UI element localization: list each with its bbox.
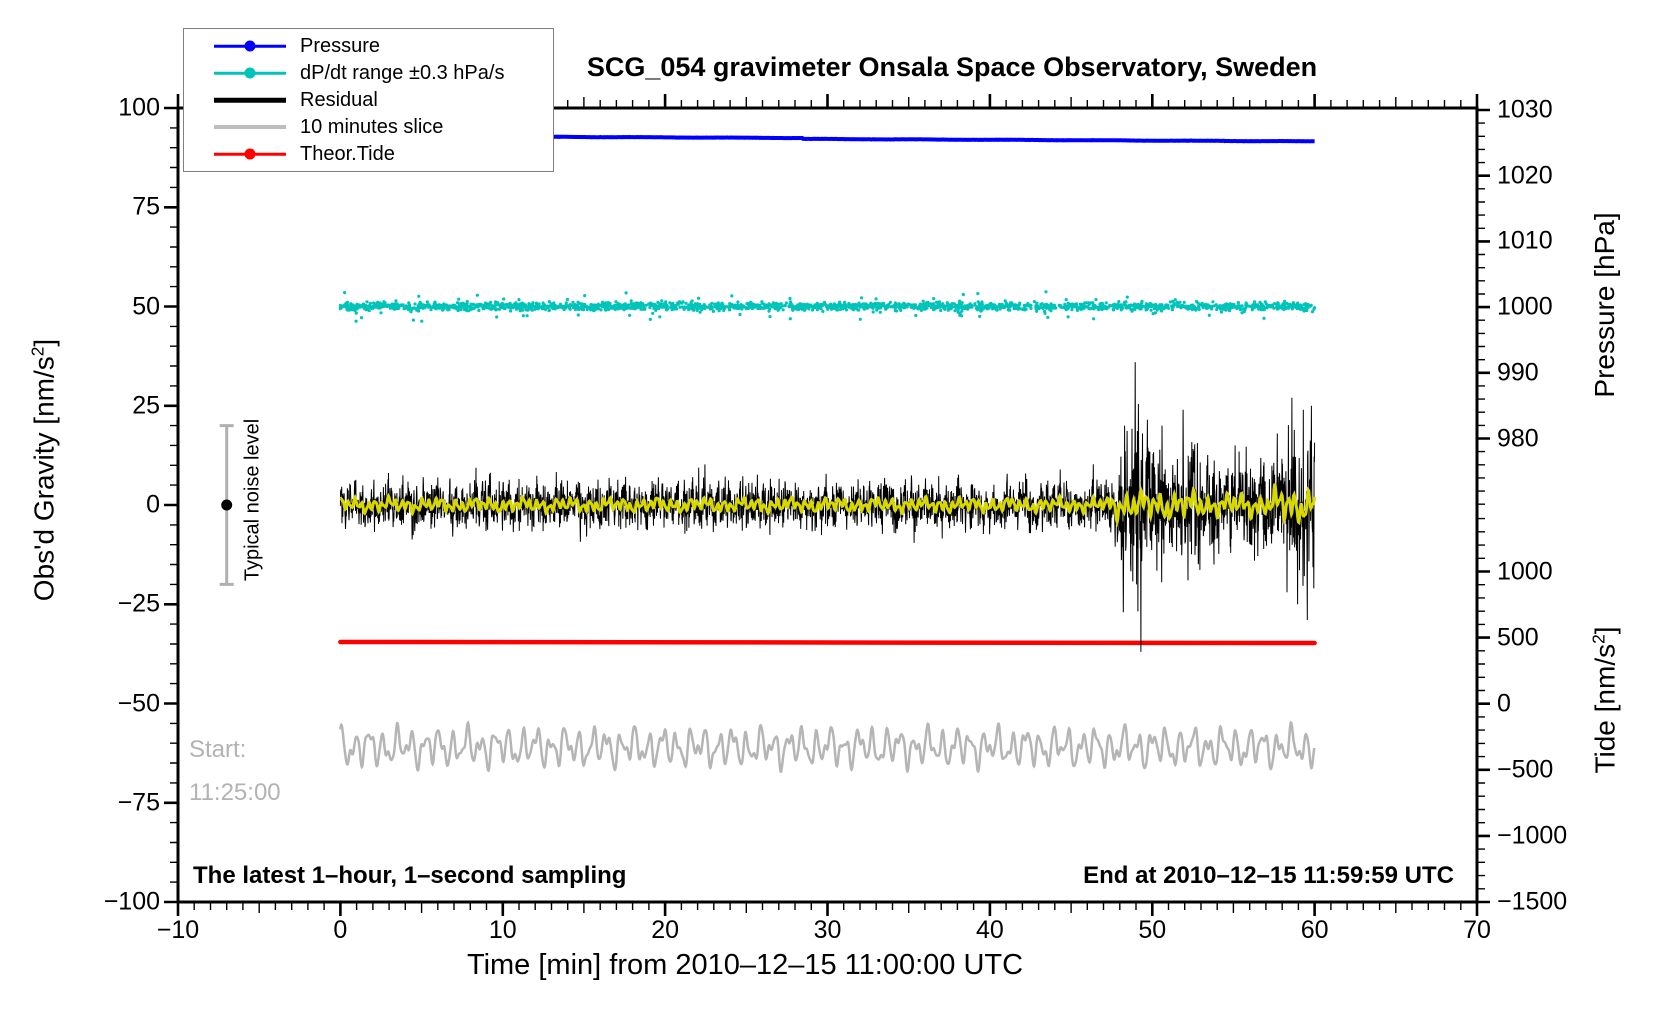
x-tick-label: 60 — [1300, 916, 1329, 944]
legend-label: 10 minutes slice — [300, 115, 444, 138]
tide-tick-label: −1500 — [1497, 887, 1568, 916]
tide-axis-label: Tide [nm/s2] — [1588, 626, 1621, 774]
gravity-tick-label: −75 — [117, 788, 160, 817]
pressure-tick-label: 980 — [1497, 424, 1539, 452]
slice-line-symbol — [214, 114, 286, 140]
x-tick-label: 40 — [975, 916, 1004, 944]
legend-label: dP/dt range ±0.3 hPa/s — [300, 61, 505, 84]
x-tick-label: 30 — [813, 916, 842, 944]
gravity-tick-label: 100 — [118, 93, 160, 122]
tide-tick-label: −500 — [1497, 755, 1554, 784]
legend-item-theor-tide: Theor.Tide — [184, 141, 553, 167]
sampling-note: The latest 1–hour, 1–second sampling — [193, 862, 627, 889]
residual-smoothed-trace — [339, 483, 1317, 528]
x-tick-label: 50 — [1138, 916, 1167, 944]
dpdt-scatter — [338, 290, 1317, 323]
x-tick-label: 70 — [1463, 916, 1491, 944]
end-time-note: End at 2010–12–15 11:59:59 UTC — [1083, 862, 1454, 889]
gravity-tick-label: 75 — [132, 192, 160, 221]
tide-tick-label: 0 — [1497, 689, 1511, 718]
pressure-tick-label: 990 — [1497, 358, 1539, 387]
tide-tick-label: 1000 — [1497, 557, 1553, 585]
gravity-tick-label: −25 — [117, 589, 160, 618]
x-tick-label: 10 — [488, 916, 517, 944]
tide-tick-label: 500 — [1497, 623, 1539, 652]
left-axis-label: Obs'd Gravity [nm/s2] — [27, 338, 60, 602]
gravity-tick-label: −50 — [117, 689, 160, 717]
gravity-tick-label: 0 — [146, 490, 160, 519]
tide-line — [338, 639, 1317, 646]
pressure-tick-label: 1020 — [1497, 161, 1553, 190]
x-tick-label: 20 — [651, 916, 680, 944]
gravity-tick-label: 50 — [132, 292, 160, 320]
chart-title: SCG_054 gravimeter Onsala Space Observat… — [586, 52, 1318, 82]
legend-label: Theor.Tide — [300, 142, 395, 165]
pressure-tick-label: 1000 — [1497, 292, 1553, 321]
pressure-axis-label: Pressure [hPa] — [1589, 212, 1620, 398]
gravity-tick-label: 25 — [132, 391, 160, 420]
legend-item-pressure: Pressure — [184, 33, 553, 59]
legend-item-10-minutes-slice: 10 minutes slice — [184, 114, 553, 140]
start-label: Start: — [189, 736, 247, 763]
legend: Pressure dP/dt range ±0.3 hPa/s Residual… — [183, 28, 554, 172]
pressure-tick-label: 1030 — [1497, 95, 1553, 124]
gravity-tick-label: −100 — [103, 887, 160, 916]
pressure-line-dot-symbol — [214, 33, 286, 59]
typical-noise-level-label: Typical noise level — [241, 418, 264, 582]
dpdt-line-dot-symbol — [214, 60, 286, 86]
pressure-tick-label: 1010 — [1497, 226, 1553, 255]
plot-frame — [176, 106, 1479, 904]
legend-label: Pressure — [300, 34, 381, 57]
x-axis-label: Time [min] from 2010–12–15 11:00:00 UTC — [466, 949, 1024, 981]
legend-label: Residual — [300, 88, 378, 111]
tide-tick-label: −1000 — [1497, 821, 1568, 850]
noise-errorbar-dot — [221, 499, 233, 511]
tide-line-dot-symbol — [214, 141, 286, 167]
slice-trace — [339, 720, 1316, 774]
start-time: 11:25:00 — [189, 779, 281, 806]
legend-item-residual: Residual — [184, 87, 553, 113]
x-tick-label: −10 — [156, 916, 200, 944]
residual-line-symbol — [214, 87, 286, 113]
x-tick-label: 0 — [333, 916, 348, 944]
legend-item-dpdt-range: dP/dt range ±0.3 hPa/s — [184, 60, 553, 86]
